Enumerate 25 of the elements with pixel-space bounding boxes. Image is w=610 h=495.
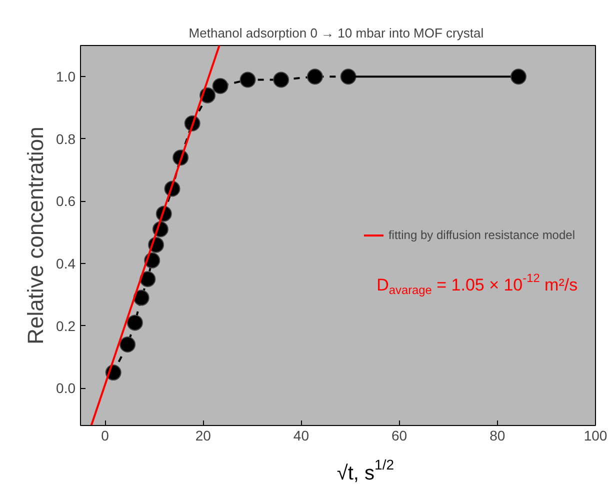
y-tick-label: 0.2 [56, 318, 76, 334]
y-axis-title: Relative concentration [23, 126, 48, 344]
point [240, 72, 256, 88]
x-tick-label: 40 [293, 428, 310, 444]
x-tick-label: 20 [195, 428, 212, 444]
point [306, 68, 323, 85]
y-tick-label: 1.0 [56, 68, 76, 85]
point [133, 290, 150, 306]
chart-title: Methanol adsorption 0 → 10 mbar into MOF crystal [188, 26, 484, 40]
y-tick-label: 0.0 [56, 380, 76, 396]
y-tick-label: 0.8 [56, 130, 76, 147]
x-tick-label: 0 [101, 428, 110, 444]
point [510, 68, 526, 85]
point [212, 78, 228, 94]
legend-label: fitting by diffusion resistance model [388, 228, 575, 242]
point [140, 271, 156, 288]
point [273, 72, 290, 88]
point [126, 314, 143, 331]
x-tick-label: 100 [584, 428, 608, 444]
point [120, 336, 136, 352]
x-tick-label: 80 [490, 428, 506, 444]
point [340, 68, 356, 85]
x-tick-label: 60 [392, 428, 408, 444]
y-tick-label: 0.4 [56, 256, 76, 272]
y-tick-label: 0.6 [56, 193, 76, 210]
